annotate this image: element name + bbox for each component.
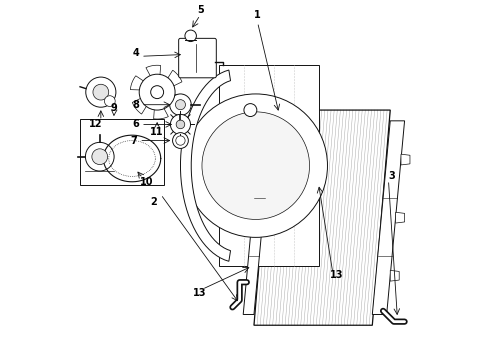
Polygon shape (395, 212, 405, 223)
Circle shape (175, 100, 186, 110)
Circle shape (176, 120, 185, 129)
Text: 13: 13 (330, 270, 343, 280)
Text: 5: 5 (197, 5, 203, 15)
Text: 11: 11 (150, 127, 164, 136)
Polygon shape (243, 121, 272, 315)
Text: 2: 2 (150, 197, 157, 207)
Circle shape (185, 30, 196, 41)
Text: 7: 7 (130, 136, 137, 145)
Circle shape (104, 96, 115, 107)
Text: 6: 6 (132, 120, 139, 129)
Polygon shape (390, 270, 399, 281)
Circle shape (176, 136, 185, 145)
Polygon shape (130, 76, 152, 90)
Polygon shape (132, 94, 152, 114)
Circle shape (93, 84, 109, 100)
Text: 4: 4 (132, 48, 139, 58)
Polygon shape (401, 154, 410, 165)
Text: 1: 1 (254, 10, 261, 20)
Circle shape (184, 94, 327, 237)
Text: 9: 9 (111, 103, 118, 113)
Text: 8: 8 (132, 100, 139, 110)
Polygon shape (180, 70, 230, 261)
Text: 10: 10 (140, 177, 153, 187)
Circle shape (244, 104, 257, 117)
Circle shape (139, 74, 175, 110)
Bar (80, 119, 164, 185)
Circle shape (86, 77, 116, 107)
Circle shape (202, 112, 310, 220)
Circle shape (151, 86, 164, 99)
Polygon shape (163, 70, 182, 90)
Circle shape (171, 114, 191, 134)
FancyBboxPatch shape (179, 39, 216, 78)
Circle shape (170, 94, 191, 116)
Circle shape (85, 142, 114, 171)
Polygon shape (163, 94, 184, 108)
Polygon shape (219, 65, 318, 266)
Polygon shape (154, 100, 169, 119)
Polygon shape (254, 110, 390, 325)
Polygon shape (146, 65, 161, 85)
Circle shape (92, 149, 108, 165)
Text: 13: 13 (194, 288, 207, 298)
Polygon shape (372, 121, 405, 315)
Circle shape (172, 133, 188, 148)
Text: 3: 3 (389, 171, 395, 181)
Text: 12: 12 (90, 120, 103, 129)
